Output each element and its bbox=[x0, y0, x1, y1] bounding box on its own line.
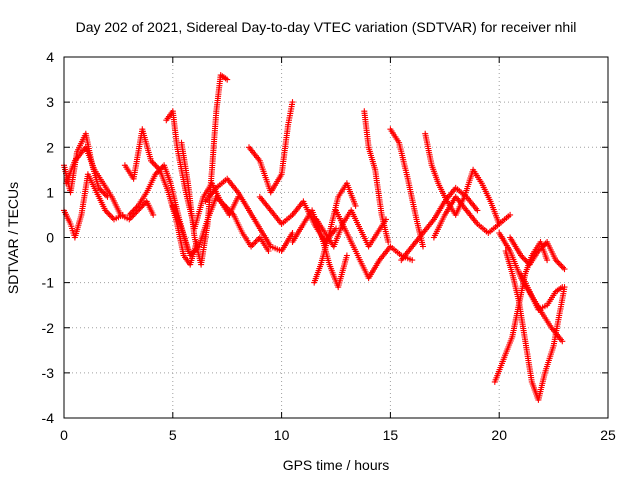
y-tick-label: 1 bbox=[46, 184, 54, 200]
series-arc-17 bbox=[387, 126, 426, 250]
series-arc-25 bbox=[518, 270, 566, 313]
x-tick-label: 5 bbox=[169, 427, 177, 443]
data-point-marker bbox=[343, 252, 350, 259]
y-tick-label: 0 bbox=[46, 230, 54, 246]
series-arc-15 bbox=[361, 108, 392, 245]
data-point-marker bbox=[289, 99, 296, 106]
y-tick-label: 2 bbox=[46, 139, 54, 155]
y-tick-label: -1 bbox=[42, 275, 55, 291]
x-axis-label: GPS time / hours bbox=[283, 457, 390, 473]
series-arc-9 bbox=[202, 175, 296, 254]
series-group bbox=[61, 72, 568, 403]
data-point-marker bbox=[559, 284, 566, 291]
series-arc-10 bbox=[246, 99, 296, 196]
data-point-marker bbox=[561, 266, 568, 273]
data-point-marker bbox=[385, 239, 392, 245]
series-arc-21 bbox=[496, 230, 566, 345]
series-arc-20 bbox=[430, 193, 514, 241]
y-tick-label: 3 bbox=[46, 94, 54, 110]
series-arc-13 bbox=[311, 180, 359, 286]
data-point-marker bbox=[265, 248, 272, 254]
x-tick-label: 10 bbox=[274, 427, 290, 443]
y-tick-label: -3 bbox=[42, 365, 55, 381]
y-axis-label: SDTVAR / TECUs bbox=[5, 182, 21, 294]
data-point-marker bbox=[544, 257, 551, 264]
data-point-marker bbox=[224, 76, 231, 83]
chart-title: Day 202 of 2021, Sidereal Day-to-day VTE… bbox=[76, 19, 577, 35]
x-tick-label: 0 bbox=[60, 427, 68, 443]
data-point-marker bbox=[507, 211, 514, 218]
y-tick-label: 4 bbox=[46, 49, 54, 65]
data-point-marker bbox=[409, 257, 416, 264]
series-arc-2 bbox=[61, 171, 126, 241]
series-arc-19 bbox=[422, 130, 503, 227]
series-arc-23 bbox=[507, 234, 568, 273]
data-point-marker bbox=[474, 207, 481, 214]
series-arc-8 bbox=[169, 193, 272, 259]
data-point-marker bbox=[289, 230, 296, 236]
x-tick-label: 15 bbox=[383, 427, 399, 443]
series-arc-14 bbox=[313, 207, 389, 250]
data-point-marker bbox=[559, 338, 566, 345]
series-arc-24 bbox=[502, 248, 568, 403]
x-tick-label: 25 bbox=[600, 427, 616, 443]
y-tick-label: -4 bbox=[42, 410, 55, 426]
data-point-marker bbox=[420, 243, 426, 250]
series-line bbox=[248, 101, 294, 194]
axis-ticks: 0 5 10 15 20 25 -4 -3 -2 -1 0 1 2 3 4 bbox=[42, 49, 616, 443]
series-arc-3 bbox=[63, 144, 157, 223]
series-arc-18 bbox=[398, 184, 481, 264]
y-tick-label: -2 bbox=[42, 320, 55, 336]
x-tick-label: 20 bbox=[491, 427, 507, 443]
series-arc-16 bbox=[333, 207, 416, 282]
data-point-marker bbox=[150, 211, 157, 218]
data-point-marker bbox=[352, 202, 359, 209]
